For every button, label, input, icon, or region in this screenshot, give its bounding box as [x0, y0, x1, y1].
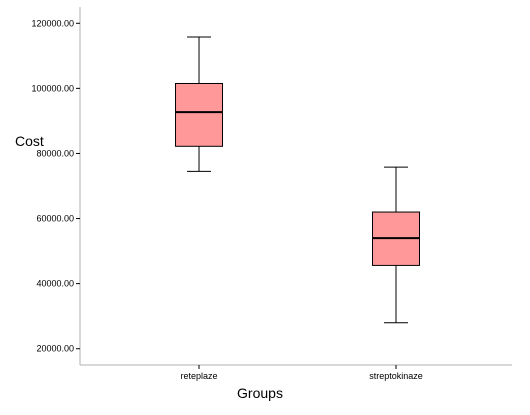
y-tick-label-40000: 40000.00	[36, 279, 74, 289]
y-tick-label-20000: 20000.00	[36, 344, 74, 354]
box-group-streptokinaze	[372, 166, 421, 324]
y-tick-label-60000: 60000.00	[36, 214, 74, 224]
x-ticks: reteplaze streptokinaze	[181, 365, 423, 381]
x-axis-title: Groups	[237, 385, 283, 401]
y-tick-label-120000: 120000.00	[31, 18, 74, 28]
x-tick-label-streptokinaze: streptokinaze	[369, 371, 423, 381]
iqr-box-reteplaze	[175, 82, 224, 147]
boxes	[175, 36, 421, 324]
box-group-reteplaze	[175, 36, 224, 172]
y-tick-label-100000: 100000.00	[31, 83, 74, 93]
y-tick-label-80000: 80000.00	[36, 148, 74, 158]
y-ticks: 20000.00 40000.00 60000.00 80000.00 100000.0…	[31, 18, 80, 354]
y-axis-title: Cost	[15, 133, 44, 149]
x-tick-label-reteplaze: reteplaze	[181, 371, 218, 381]
